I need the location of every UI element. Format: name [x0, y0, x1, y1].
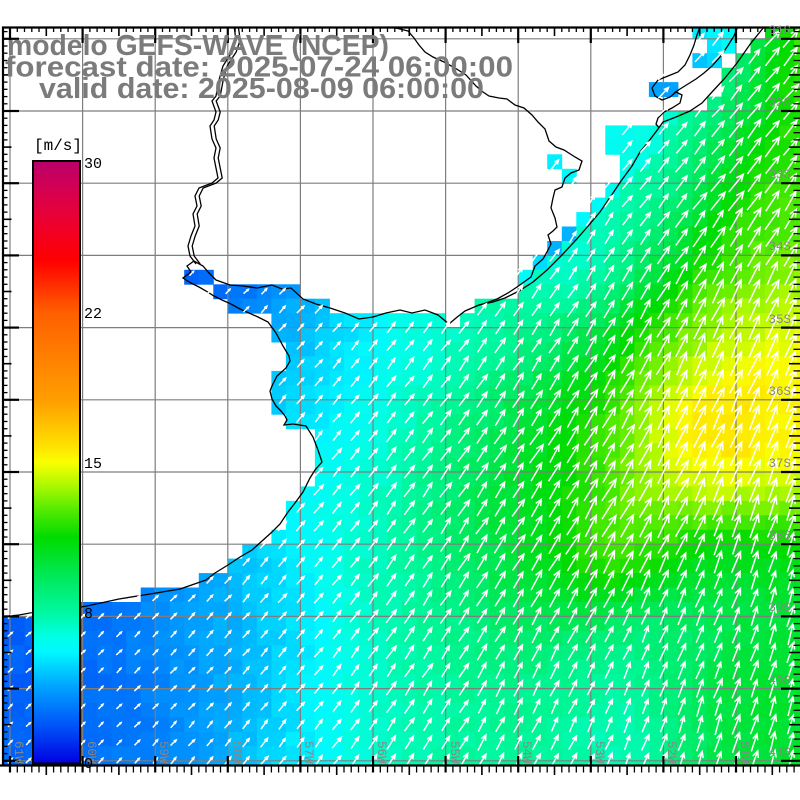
- svg-text:41S: 41S: [768, 746, 791, 760]
- svg-text:38S: 38S: [768, 529, 791, 543]
- svg-text:30: 30: [84, 156, 102, 173]
- svg-text:40S: 40S: [768, 674, 791, 688]
- svg-text:32S: 32S: [768, 96, 791, 110]
- svg-text:52W: 52W: [664, 741, 678, 764]
- svg-text:54W: 54W: [519, 741, 533, 764]
- svg-text:37S: 37S: [768, 457, 791, 471]
- svg-text:58W: 58W: [229, 741, 243, 764]
- svg-text:valid date: 2025-08-09 06:00:0: valid date: 2025-08-09 06:00:00: [39, 73, 484, 105]
- svg-text:8: 8: [84, 606, 93, 623]
- svg-text:15: 15: [84, 456, 102, 473]
- svg-text:34S: 34S: [768, 240, 791, 254]
- svg-text:forecast date: 2025-07-24 06:0: forecast date: 2025-07-24 06:00:00: [5, 52, 513, 84]
- svg-text:59W: 59W: [156, 741, 170, 764]
- svg-text:56W: 56W: [374, 741, 388, 764]
- svg-text:0: 0: [84, 756, 93, 773]
- svg-text:61W: 61W: [11, 741, 25, 764]
- svg-text:57W: 57W: [301, 741, 315, 764]
- svg-text:33S: 33S: [768, 168, 791, 182]
- svg-text:modelo GEFS-WAVE (NCEP): modelo GEFS-WAVE (NCEP): [7, 30, 389, 62]
- svg-text:35S: 35S: [768, 313, 791, 327]
- svg-text:51W: 51W: [737, 741, 751, 764]
- svg-text:36S: 36S: [768, 385, 791, 399]
- svg-text:22: 22: [84, 306, 102, 323]
- svg-text:31S: 31S: [768, 24, 791, 38]
- svg-text:53W: 53W: [592, 741, 606, 764]
- svg-text:55W: 55W: [447, 741, 461, 764]
- svg-text:39S: 39S: [768, 601, 791, 615]
- svg-text:[m/s]: [m/s]: [34, 137, 82, 155]
- svg-text:60W: 60W: [84, 741, 98, 764]
